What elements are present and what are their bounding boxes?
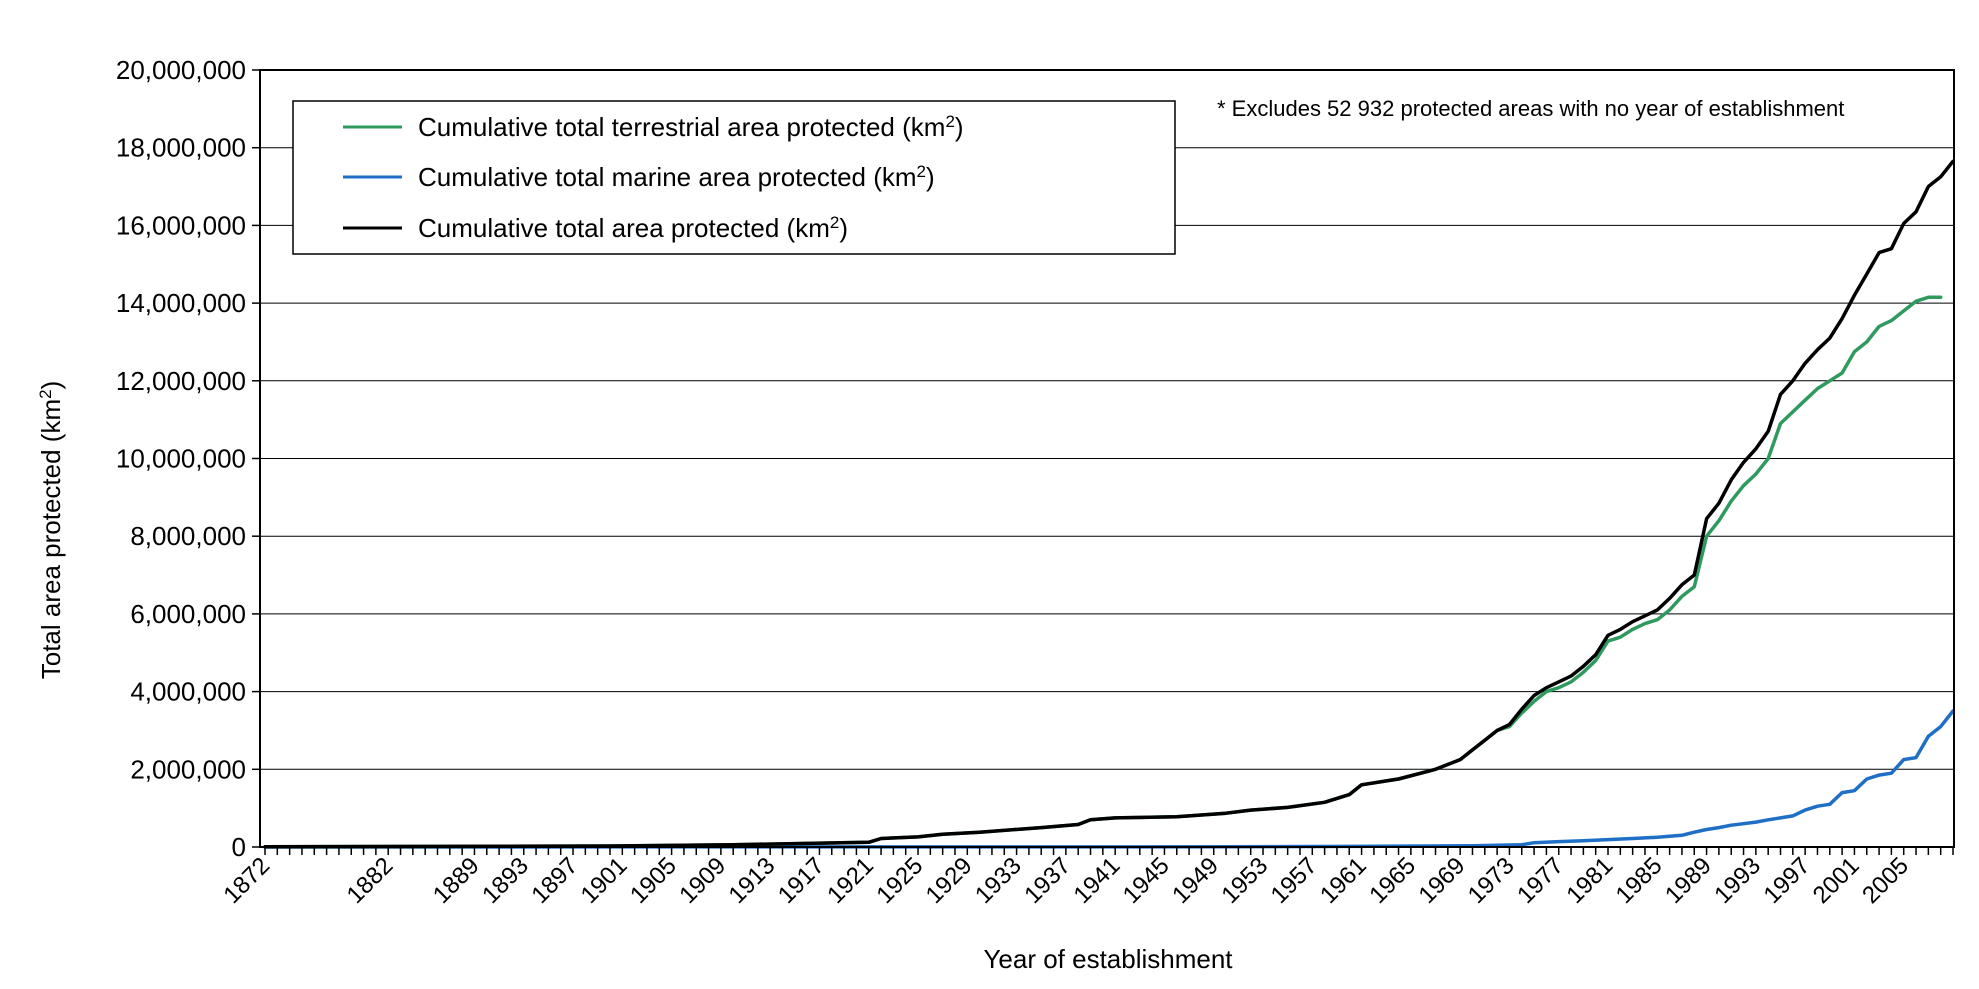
x-tick-label: 1889	[428, 852, 485, 909]
x-tick-label: 1913	[724, 852, 781, 909]
x-tick-label: 1985	[1611, 852, 1668, 909]
x-tick-label: 1997	[1759, 852, 1816, 909]
y-tick-label: 6,000,000	[130, 599, 246, 629]
x-tick-label: 1937	[1019, 852, 1076, 909]
y-tick-label: 20,000,000	[116, 55, 246, 85]
y-tick-label: 16,000,000	[116, 210, 246, 240]
y-axis-label-sup: 2	[36, 389, 55, 398]
legend-label-terrestrial: Cumulative total terrestrial area protec…	[418, 112, 964, 143]
x-tick-label: 1905	[625, 852, 682, 909]
x-tick-label: 1973	[1463, 852, 1520, 909]
x-tick-label: 2005	[1857, 852, 1914, 909]
y-tick-label: 18,000,000	[116, 133, 246, 163]
series-lines	[263, 159, 1955, 849]
y-tick-label: 4,000,000	[130, 677, 246, 707]
y-tick-label: 14,000,000	[116, 288, 246, 318]
legend: Cumulative total terrestrial area protec…	[292, 100, 1176, 255]
y-tick-label: 0	[232, 832, 246, 862]
x-tick-label: 1977	[1512, 852, 1569, 909]
x-tick-label: 1941	[1069, 852, 1126, 909]
x-tick-label: 1961	[1315, 852, 1372, 909]
series-line-marine	[263, 709, 1955, 849]
x-tick-label: 1901	[576, 852, 633, 909]
legend-label-total: Cumulative total area protected (km2)	[418, 213, 848, 244]
x-tick-label: 1965	[1364, 852, 1421, 909]
x-tick-label: 1953	[1216, 852, 1273, 909]
x-tick-label: 1933	[970, 852, 1027, 909]
y-axis-label: Total area protected (km2)	[36, 381, 67, 680]
series-line-total	[263, 159, 1955, 849]
x-tick-label: 1909	[674, 852, 731, 909]
x-tick-label: 1981	[1561, 852, 1618, 909]
y-tick-label: 10,000,000	[116, 444, 246, 474]
x-tick-label: 1925	[871, 852, 928, 909]
x-tick-label: 1882	[342, 852, 399, 909]
series-line-terrestrial	[263, 295, 1943, 849]
x-tick-label: 1921	[822, 852, 879, 909]
y-tick-label: 12,000,000	[116, 366, 246, 396]
x-tick-label: 1949	[1167, 852, 1224, 909]
x-tick-label: 1893	[477, 852, 534, 909]
y-tick-label: 8,000,000	[130, 521, 246, 551]
footnote: * Excludes 52 932 protected areas with n…	[1217, 96, 1844, 121]
y-axis: 0 2,000,000 4,000,000 6,000,000 8,000,000 10,…	[116, 55, 260, 862]
legend-label-marine: Cumulative total marine area protected (…	[418, 162, 935, 193]
x-tick-label: 1872	[218, 852, 275, 909]
x-tick-label: 1989	[1660, 852, 1717, 909]
x-tick-label: 1957	[1266, 852, 1323, 909]
x-axis: 1872 1882 18891893189719011905190919131917…	[218, 847, 1954, 909]
x-tick-label: 1897	[526, 852, 583, 909]
y-tick-label: 2,000,000	[130, 754, 246, 784]
x-tick-label: 1917	[773, 852, 830, 909]
x-tick-label: 2001	[1808, 852, 1865, 909]
x-tick-label: 1929	[921, 852, 978, 909]
y-axis-label-main: Total area protected (km	[36, 399, 66, 679]
x-tick-label: 1993	[1709, 852, 1766, 909]
x-axis-label: Year of establishment	[983, 944, 1233, 974]
y-axis-label-end: )	[36, 381, 66, 390]
x-tick-label: 1969	[1414, 852, 1471, 909]
x-tick-label: 1945	[1118, 852, 1175, 909]
legend-box	[292, 100, 1176, 255]
